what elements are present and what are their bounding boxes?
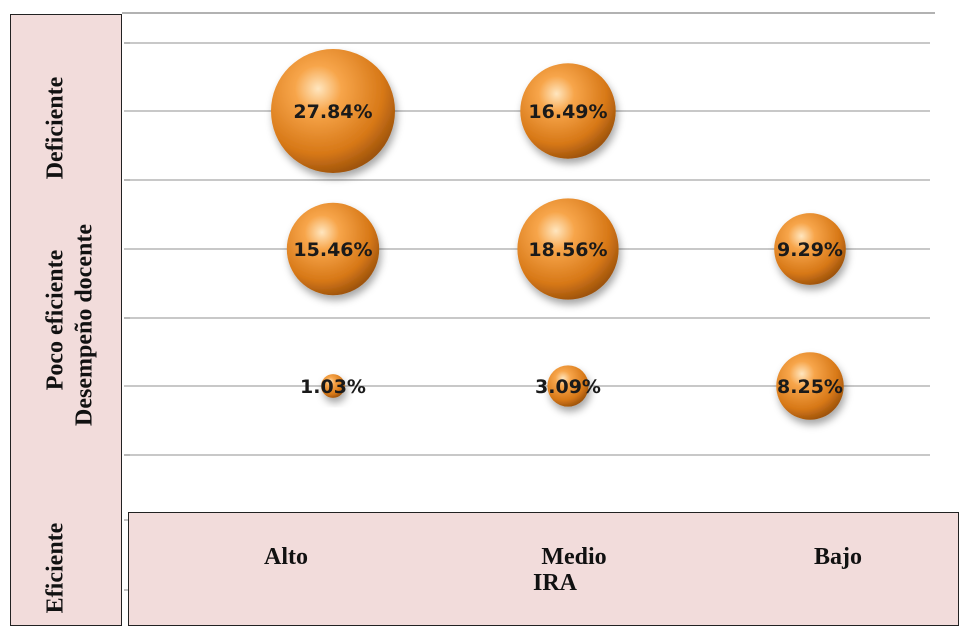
y-category-label-poco-eficiente: Poco eficiente [42, 249, 69, 391]
x-category-label-alto: Alto [264, 544, 308, 570]
x-axis-panel [128, 512, 959, 626]
bubble-data-label: 1.03% [300, 376, 366, 398]
bubble-data-label: 15.46% [293, 239, 372, 261]
bubble-alto-poco-eficiente: 15.46% [286, 202, 380, 296]
bubble-mark [774, 213, 846, 285]
y-axis-title: Desempeño docente [71, 224, 98, 426]
bubble-mark [776, 352, 844, 420]
bubble-alto-deficiente: 27.84% [271, 49, 395, 173]
bubble-mark [286, 202, 380, 296]
bubble-data-label: 18.56% [528, 239, 607, 261]
bubble-bajo-poco-eficiente: 9.29% [774, 213, 846, 285]
bubble-mark [520, 63, 616, 159]
bubble-medio-deficiente: 16.49% [520, 63, 616, 159]
bubble-mark [547, 365, 589, 407]
bubble-mark [517, 198, 619, 300]
x-category-label-bajo: Bajo [814, 544, 862, 570]
y-axis-panel [10, 14, 122, 626]
bubble-medio-poco-eficiente: 18.56% [517, 198, 619, 300]
bubble-data-label: 3.09% [535, 376, 601, 398]
bubble-data-label: 9.29% [777, 239, 843, 261]
bubble-data-label: 16.49% [528, 101, 607, 123]
y-category-label-deficiente: Deficiente [42, 76, 69, 180]
y-category-label-eficiente: Eficiente [42, 522, 69, 614]
x-axis-title: IRA [532, 570, 578, 596]
bubble-mark [321, 374, 345, 398]
bubble-data-label: 8.25% [777, 376, 843, 398]
bubble-alto-eficiente: 1.03% [300, 374, 366, 398]
x-category-label-medio: Medio [541, 544, 607, 570]
bubbles: 27.84% 16.49% 15.46% 18.56% 9.29% 1.03% 3.09% 8… [271, 49, 846, 420]
bubble-medio-eficiente: 3.09% [535, 365, 601, 407]
bubble-mark [271, 49, 395, 173]
bubble-bajo-eficiente: 8.25% [776, 352, 844, 420]
bubble-data-label: 27.84% [293, 101, 372, 123]
